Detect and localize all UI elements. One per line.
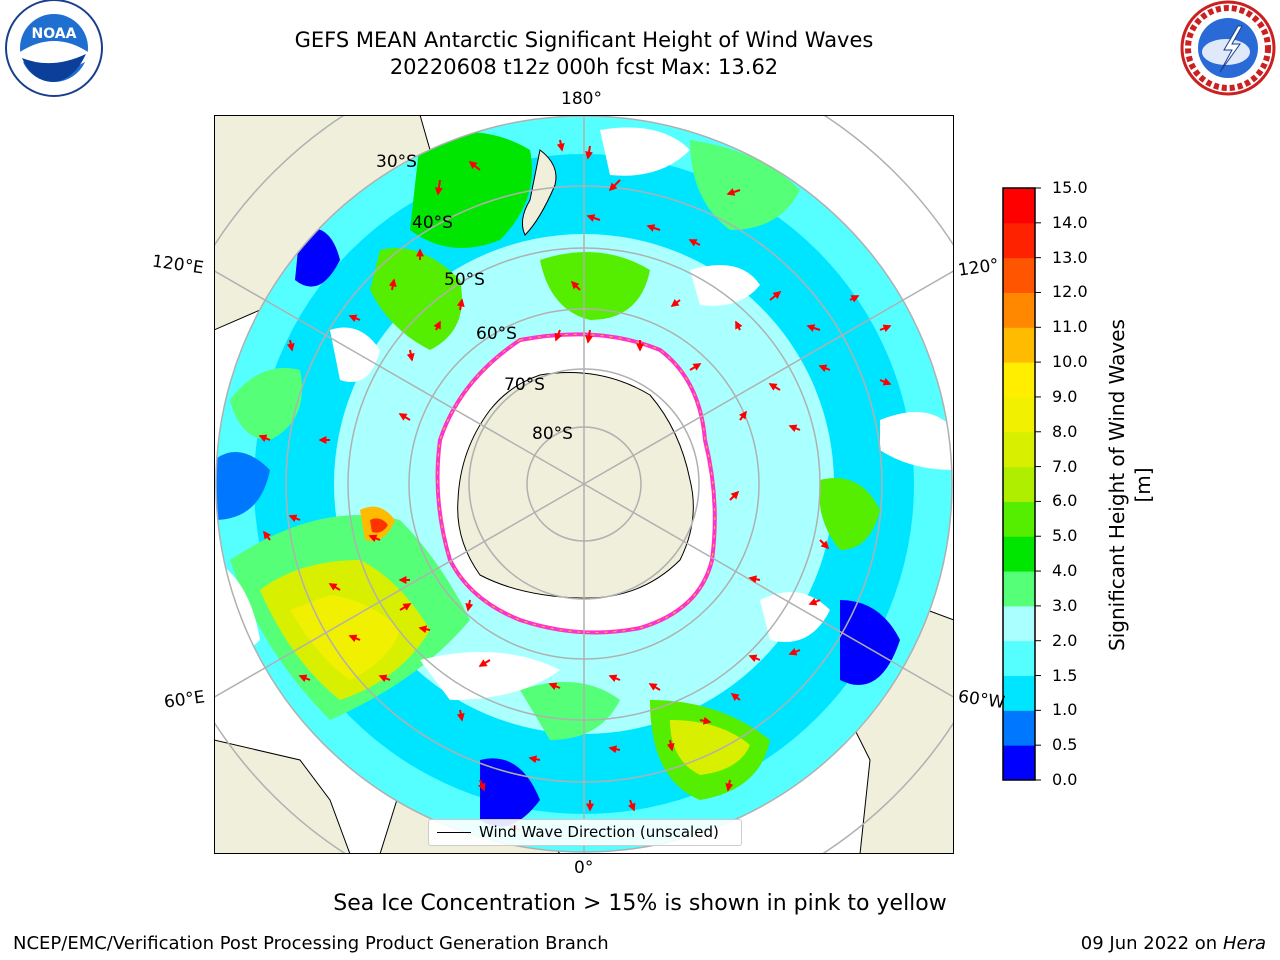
- colorbar-swatch: [1003, 327, 1035, 363]
- legend: Wind Wave Direction (unscaled): [428, 819, 742, 846]
- colorbar-swatch: [1003, 396, 1035, 433]
- colorbar-tick-label: 12.0: [1052, 282, 1088, 302]
- colorbar-tick-label: 11.0: [1052, 317, 1088, 337]
- noaa-logo-icon: NOAA: [5, 0, 103, 97]
- colorbar-swatch: [1003, 222, 1035, 259]
- svg-text:NOAA: NOAA: [32, 26, 77, 42]
- colorbar-tick-label: 8.0: [1052, 421, 1078, 441]
- colorbar-swatch: [1003, 292, 1035, 328]
- lat-label-30s: 30°S: [376, 152, 417, 172]
- colorbar-swatch: [1003, 257, 1035, 293]
- colorbar-tick-label: 14.0: [1052, 212, 1088, 232]
- colorbar-tick-label: 7.0: [1052, 456, 1078, 476]
- colorbar-swatch: [1003, 466, 1035, 502]
- colorbar-tick-label: 9.0: [1052, 386, 1078, 406]
- colorbar-tick-label: 5.0: [1052, 526, 1078, 546]
- date-stamp: 09 Jun 2022 on Hera: [1081, 933, 1266, 954]
- lat-label-70s: 70°S: [504, 375, 545, 395]
- colorbar-swatch: [1003, 675, 1035, 711]
- colorbar-tick-label: 0.5: [1052, 735, 1078, 755]
- colorbar-tick-label: 0.0: [1052, 770, 1078, 789]
- lat-label-50s: 50°S: [444, 270, 485, 290]
- colorbar-tick-label: 2.0: [1052, 630, 1078, 650]
- colorbar-tick-label: 3.0: [1052, 595, 1078, 615]
- lon-label-top: 180°: [561, 89, 602, 109]
- colorbar-tick-label: 10.0: [1052, 352, 1088, 372]
- land-antarctica: [457, 372, 694, 599]
- lat-label-40s: 40°S: [412, 213, 453, 233]
- wind-wave-arrows: [258, 139, 892, 833]
- legend-line-icon: [437, 832, 471, 833]
- colorbar-swatch: [1003, 501, 1035, 537]
- lat-label-60s: 60°S: [476, 324, 517, 344]
- colorbar-swatch: [1003, 745, 1035, 781]
- sea-ice-note: Sea Ice Concentration > 15% is shown in …: [333, 891, 947, 916]
- colorbar-swatch: [1003, 710, 1035, 746]
- colorbar-tick-label: 4.0: [1052, 561, 1078, 581]
- colorbar-swatch: [1003, 188, 1035, 224]
- colorbar-tick-label: 1.0: [1052, 700, 1078, 720]
- credit-line: NCEP/EMC/Verification Post Processing Pr…: [13, 933, 609, 954]
- lon-label-bottom: 0°: [574, 858, 594, 878]
- nws-logo-icon: [1180, 0, 1276, 96]
- longitude-gridlines: [214, 115, 954, 854]
- colorbar-swatch: [1003, 431, 1035, 468]
- land-africa: [214, 739, 351, 854]
- colorbar-tick-label: 6.0: [1052, 491, 1078, 511]
- date-text: 09 Jun 2022 on: [1080, 933, 1218, 954]
- map-area: [214, 115, 954, 854]
- colorbar: [1003, 187, 1041, 781]
- legend-label: Wind Wave Direction (unscaled): [479, 823, 719, 841]
- lat-label-80s: 80°S: [532, 424, 573, 444]
- colorbar-tick-label: 15.0: [1052, 178, 1088, 197]
- colorbar-swatch: [1003, 362, 1035, 398]
- colorbar-swatch: [1003, 536, 1035, 572]
- chart-title-line2: 20220608 t12z 000h fcst Max: 13.62: [389, 55, 779, 79]
- land-new-zealand: [521, 149, 557, 236]
- colorbar-swatch: [1003, 605, 1035, 642]
- colorbar-tick-label: 1.5: [1052, 665, 1078, 685]
- colorbar-swatch: [1003, 571, 1035, 607]
- colorbar-label: Significant Height of Wind Waves [m]: [1105, 319, 1155, 651]
- system-name: Hera: [1222, 933, 1266, 954]
- colorbar-swatch: [1003, 640, 1035, 677]
- chart-title-line1: GEFS MEAN Antarctic Significant Height o…: [294, 28, 874, 52]
- colorbar-frame: [1002, 187, 1036, 781]
- colorbar-tick-label: 13.0: [1052, 247, 1088, 267]
